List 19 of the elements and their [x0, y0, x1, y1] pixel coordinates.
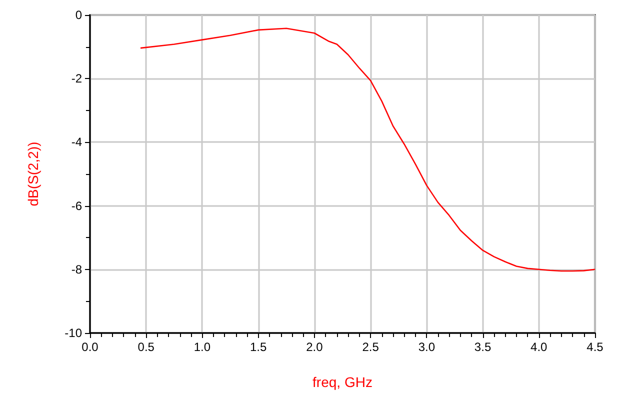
x-axis-title: freq, GHz — [312, 374, 372, 390]
y-tick-label: 0 — [75, 8, 82, 22]
y-axis-title: dB(S(2,2)) — [25, 142, 41, 206]
x-tick-label: 2.0 — [306, 340, 324, 354]
y-tick-label: -6 — [71, 198, 82, 213]
x-tick-label: 3.5 — [474, 340, 492, 354]
x-tick-label: 1.0 — [194, 340, 211, 354]
x-tick-label: 3.0 — [418, 340, 436, 354]
x-tick-label: 2.5 — [362, 340, 380, 354]
x-tick-label: 1.5 — [250, 340, 267, 354]
x-tick-label: 4.5 — [586, 340, 604, 354]
y-tick-label: -10 — [64, 326, 82, 340]
x-tick-label: 4.0 — [530, 340, 548, 354]
y-tick-label: -4 — [71, 135, 82, 150]
y-tick-label: -2 — [71, 72, 82, 86]
y-tick-label: -8 — [71, 262, 82, 276]
line-series — [140, 28, 596, 272]
x-tick-label: 0.0 — [82, 340, 99, 354]
x-tick-label: 0.5 — [138, 340, 155, 354]
